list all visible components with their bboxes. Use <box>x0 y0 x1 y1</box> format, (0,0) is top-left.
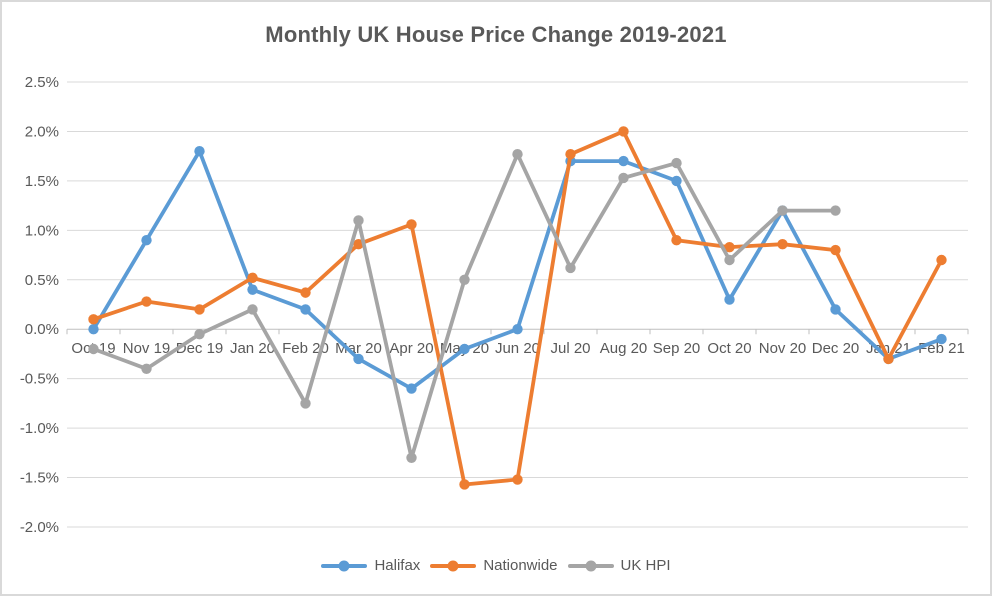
data-point-halifax-aug-20 <box>618 155 629 167</box>
data-point-halifax-mar-20 <box>353 353 364 365</box>
y-axis-label: -0.5% <box>20 371 59 388</box>
data-point-nationwide-nov-19 <box>141 296 152 307</box>
data-point-halifax-nov-19 <box>141 235 152 246</box>
data-point-halifax-dec-19 <box>194 146 205 157</box>
data-point-uk-hpi-oct-19 <box>88 343 99 355</box>
legend-item-uk-hpi: UK HPI <box>567 557 671 574</box>
data-point-nationwide-mar-20 <box>353 238 364 250</box>
data-point-nationwide-jun-20 <box>512 474 523 485</box>
y-axis-label: -1.5% <box>20 470 59 487</box>
data-point-nationwide-dec-20 <box>830 244 841 256</box>
x-axis-label: Feb 20 <box>282 340 329 357</box>
x-axis-label: Oct 20 <box>707 340 751 357</box>
y-axis-label: 2.0% <box>25 123 59 140</box>
y-axis-label: 0.5% <box>25 272 59 289</box>
nationwide-series-marker-icon <box>430 560 477 571</box>
x-axis-label: Jun 20 <box>495 340 540 357</box>
data-point-nationwide-oct-19 <box>88 314 99 325</box>
legend: Halifax Nationwide UK HPI <box>2 557 990 574</box>
x-axis-label: Sep 20 <box>653 340 701 357</box>
data-point-nationwide-may-20 <box>459 479 470 490</box>
data-point-uk-hpi-nov-20 <box>777 205 788 216</box>
data-point-uk-hpi-oct-20 <box>724 254 735 266</box>
data-point-halifax-oct-19 <box>88 324 99 335</box>
chart-title: Monthly UK House Price Change 2019-2021 <box>265 22 727 47</box>
data-point-halifax-jan-20 <box>247 284 258 295</box>
legend-label-uk-hpi: UK HPI <box>620 557 671 574</box>
data-point-uk-hpi-dec-20 <box>830 205 841 216</box>
y-axis-label: 0.0% <box>25 321 59 338</box>
y-axis-label: -1.0% <box>20 420 59 437</box>
x-axis-label: Dec 19 <box>176 340 224 357</box>
x-axis-label: Mar 20 <box>335 340 382 357</box>
data-point-uk-hpi-jan-20 <box>247 304 258 315</box>
data-point-uk-hpi-sep-20 <box>671 157 682 169</box>
data-point-halifax-feb-20 <box>300 304 311 315</box>
data-point-uk-hpi-feb-20 <box>300 398 311 409</box>
data-point-nationwide-nov-20 <box>777 238 788 250</box>
x-axis-label: Jan 20 <box>230 340 275 357</box>
y-axis-label: -2.0% <box>20 519 59 536</box>
data-point-nationwide-jul-20 <box>565 148 576 160</box>
data-point-nationwide-jan-20 <box>247 272 258 283</box>
legend-item-halifax: Halifax <box>321 557 420 574</box>
data-point-halifax-oct-20 <box>724 294 735 305</box>
data-point-nationwide-sep-20 <box>671 235 682 246</box>
data-point-nationwide-feb-20 <box>300 287 311 298</box>
y-axis-label: 2.5% <box>25 74 59 91</box>
data-point-halifax-sep-20 <box>671 175 682 187</box>
data-point-uk-hpi-mar-20 <box>353 215 364 226</box>
data-point-uk-hpi-dec-19 <box>194 328 205 340</box>
x-axis-label: Jul 20 <box>550 340 590 357</box>
data-point-halifax-dec-20 <box>830 304 841 315</box>
uk-hpi-series-marker-icon <box>567 560 614 571</box>
data-point-nationwide-aug-20 <box>618 126 629 137</box>
data-point-uk-hpi-nov-19 <box>141 363 152 374</box>
data-point-halifax-may-20 <box>459 343 470 355</box>
x-axis-label: Nov 20 <box>759 340 807 357</box>
legend-label-halifax: Halifax <box>374 557 421 574</box>
data-point-halifax-feb-21 <box>936 333 947 345</box>
data-point-nationwide-jan-21 <box>883 353 894 365</box>
halifax-series-marker-icon <box>321 560 368 571</box>
data-point-uk-hpi-jun-20 <box>512 148 523 160</box>
x-axis-label: Apr 20 <box>389 340 433 357</box>
data-point-uk-hpi-may-20 <box>459 274 470 285</box>
data-point-nationwide-dec-19 <box>194 304 205 315</box>
data-point-nationwide-apr-20 <box>406 219 417 230</box>
y-axis-label: 1.5% <box>25 173 59 190</box>
legend-label-nationwide: Nationwide <box>483 557 558 574</box>
data-point-uk-hpi-apr-20 <box>406 452 417 463</box>
data-point-halifax-apr-20 <box>406 383 417 394</box>
series-line-nationwide <box>91 129 944 487</box>
x-axis-label: Dec 20 <box>812 340 860 357</box>
data-point-nationwide-feb-21 <box>936 254 947 266</box>
y-axis-label: 1.0% <box>25 222 59 239</box>
x-axis-label: Aug 20 <box>600 340 648 357</box>
data-point-halifax-jun-20 <box>512 324 523 335</box>
data-point-uk-hpi-aug-20 <box>618 172 629 184</box>
data-point-uk-hpi-jul-20 <box>565 262 576 274</box>
x-axis-label: Nov 19 <box>123 340 171 357</box>
data-point-nationwide-oct-20 <box>724 241 735 253</box>
legend-item-nationwide: Nationwide <box>430 557 558 574</box>
